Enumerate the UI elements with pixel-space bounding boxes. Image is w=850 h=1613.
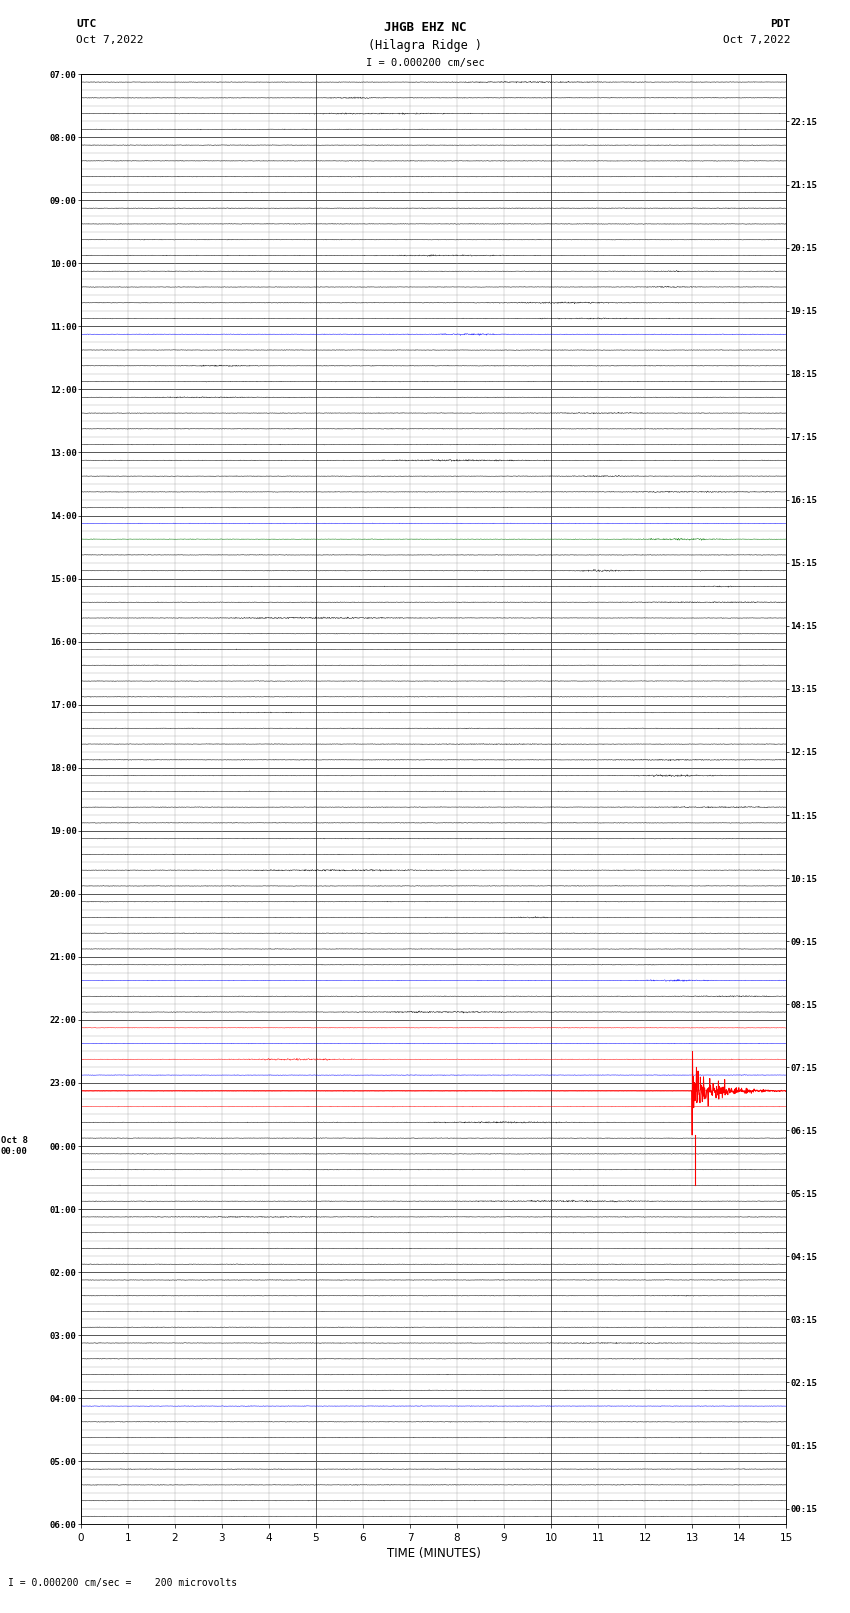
Text: Oct 7,2022: Oct 7,2022 bbox=[76, 35, 144, 45]
Text: Oct 8
00:00: Oct 8 00:00 bbox=[1, 1136, 28, 1155]
Text: I = 0.000200 cm/sec =    200 microvolts: I = 0.000200 cm/sec = 200 microvolts bbox=[8, 1578, 238, 1587]
Text: JHGB EHZ NC: JHGB EHZ NC bbox=[383, 21, 467, 34]
X-axis label: TIME (MINUTES): TIME (MINUTES) bbox=[387, 1547, 480, 1560]
Text: (Hilagra Ridge ): (Hilagra Ridge ) bbox=[368, 39, 482, 52]
Text: UTC: UTC bbox=[76, 19, 97, 29]
Text: I = 0.000200 cm/sec: I = 0.000200 cm/sec bbox=[366, 58, 484, 68]
Text: Oct 7,2022: Oct 7,2022 bbox=[723, 35, 791, 45]
Text: PDT: PDT bbox=[770, 19, 790, 29]
